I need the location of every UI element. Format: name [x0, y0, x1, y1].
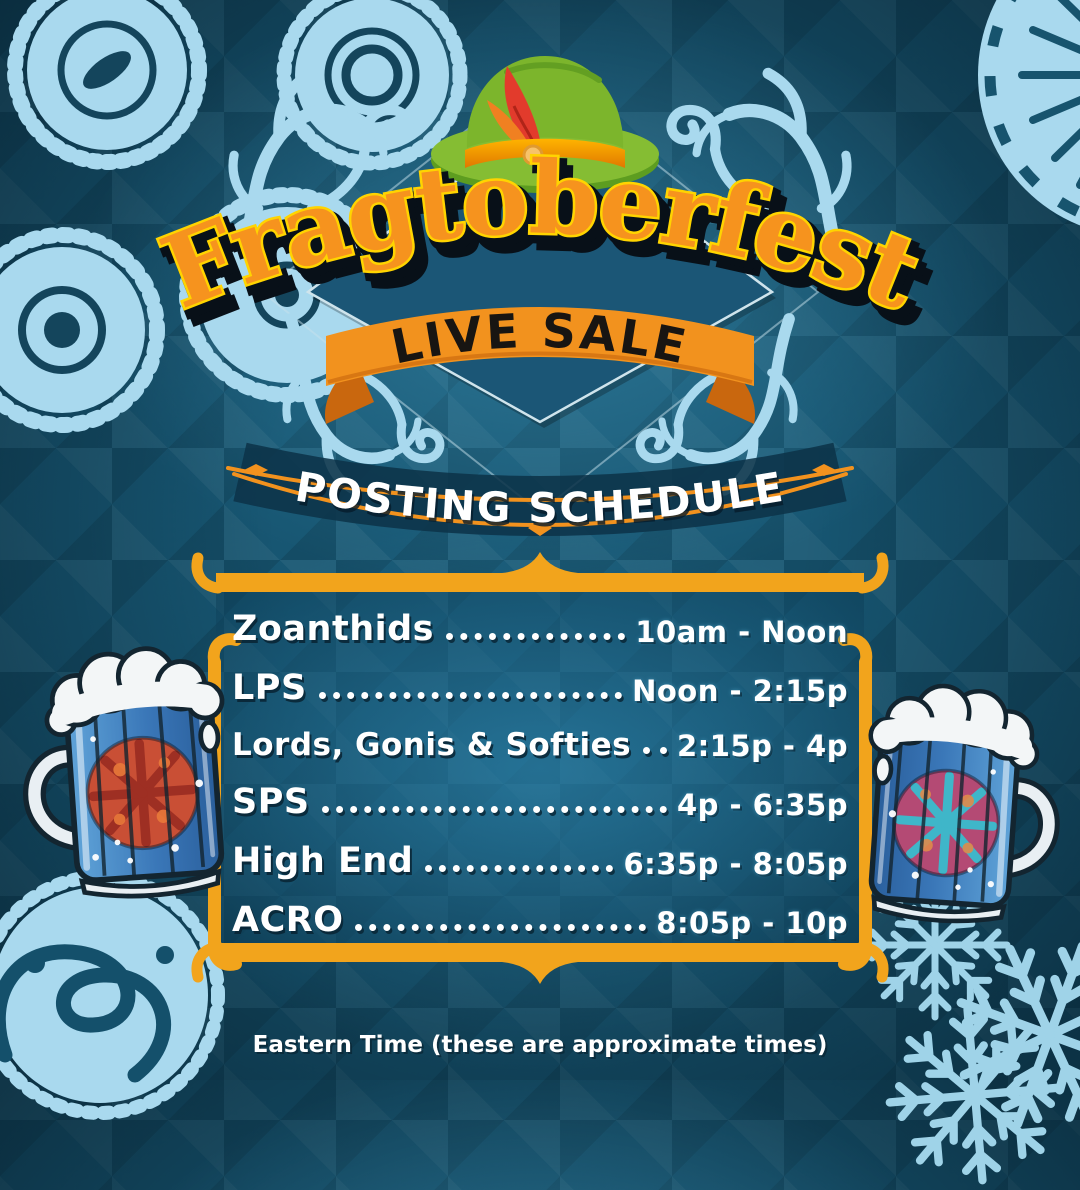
poster-canvas: { "event": { "title": "Fragtoberfest", "…: [0, 0, 1080, 1080]
schedule-row: High End 6:35p - 8:05p: [232, 841, 848, 881]
schedule-category: High End: [232, 841, 414, 881]
dotted-leader: [318, 692, 623, 699]
schedule-time: Noon - 2:15p: [632, 673, 848, 708]
schedule-category: Zoanthids: [232, 609, 434, 649]
schedule-frame: [191, 552, 889, 984]
schedule-row: LPS Noon - 2:15p: [232, 668, 848, 708]
disc-coral-icon: [978, 0, 1080, 226]
zoanthid-colony-icon: [0, 0, 468, 433]
schedule-time: 6:35p - 8:05p: [623, 846, 848, 881]
live-sale-ribbon: LIVE SALE: [324, 304, 756, 424]
svg-text:LIVE SALE: LIVE SALE: [387, 304, 694, 376]
schedule-time: 10am - Noon: [635, 614, 848, 649]
beer-mug-coral-icon: [839, 668, 1080, 941]
alpine-hat-icon: [431, 56, 659, 193]
schedule-category: Lords, Gonis & Softies: [232, 727, 632, 763]
schedule-row: SPS 4p - 6:35p: [232, 782, 848, 822]
footer-note: Eastern Time (these are approximate time…: [252, 1032, 828, 1058]
dotted-leader: [643, 747, 667, 754]
live-sale-text: LIVE SALE: [387, 304, 691, 376]
beer-mug-coral-icon: [0, 630, 255, 918]
schedule-time: 8:05p - 10p: [656, 905, 848, 940]
dotted-leader: [425, 865, 614, 872]
dotted-leader: [355, 924, 647, 931]
schedule-row: Zoanthids 10am - Noon: [232, 609, 848, 649]
dotted-leader: [446, 633, 626, 640]
schedule-rows: Zoanthids 10am - Noon LPS Noon - 2:15p Lords…: [232, 600, 848, 950]
schedule-row: Lords, Gonis & Softies 2:15p - 4p: [232, 727, 848, 763]
schedule-row: ACRO 8:05p - 10p: [232, 900, 848, 940]
schedule-category: SPS: [232, 782, 310, 822]
schedule-category: LPS: [232, 668, 307, 708]
posting-schedule-swash: POSTING SCHEDULE POSTING SCHEDULE: [226, 442, 854, 536]
dotted-leader: [321, 806, 667, 813]
schedule-time: 2:15p - 4p: [676, 728, 848, 763]
schedule-time: 4p - 6:35p: [676, 787, 848, 822]
schedule-category: ACRO: [232, 900, 344, 940]
